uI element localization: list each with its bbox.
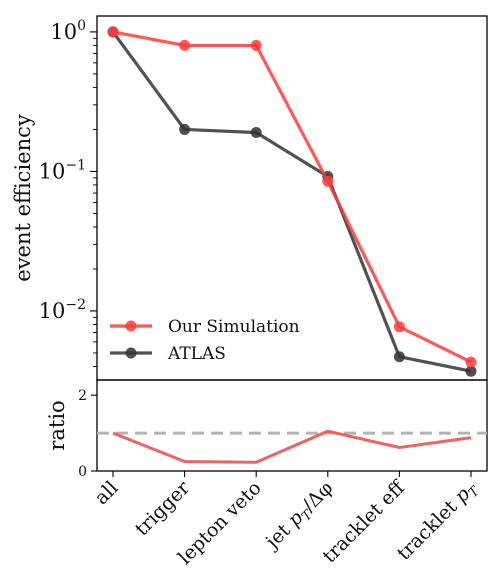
data-point	[322, 175, 334, 187]
ratio-y-tick-label: 2	[78, 388, 87, 404]
data-point	[465, 365, 477, 377]
y-tick-label: 10−2	[39, 297, 86, 323]
ratio-plot: 0 2 ratio	[45, 379, 488, 480]
ratio-y-tick-label: 0	[78, 464, 87, 480]
ratio-axis-label: ratio	[45, 400, 69, 450]
series-line	[112, 30, 472, 364]
series-line	[111, 30, 472, 373]
x-tick-label: trigger	[131, 476, 195, 540]
data-point	[250, 127, 262, 139]
ratio-line	[112, 429, 472, 464]
data-point	[107, 26, 119, 38]
ratio-plot-frame	[96, 379, 488, 472]
x-tick-label: tracklet pT	[393, 476, 484, 567]
legend-label: ATLAS	[167, 344, 226, 364]
data-point	[250, 39, 262, 51]
data-point	[179, 123, 191, 135]
data-point	[465, 356, 477, 368]
legend-marker	[125, 320, 137, 332]
y-axis-label: event efficiency	[11, 114, 35, 282]
y-tick-label: 100	[50, 18, 86, 44]
data-point	[393, 321, 405, 333]
legend-marker	[125, 347, 137, 359]
data-point	[393, 351, 405, 363]
data-point	[179, 39, 191, 51]
y-tick-label: 10−1	[39, 157, 86, 183]
legend-label: Our Simulation	[168, 317, 300, 337]
legend: Our Simulation ATLAS	[110, 317, 300, 364]
x-tick-label: all	[90, 477, 122, 509]
